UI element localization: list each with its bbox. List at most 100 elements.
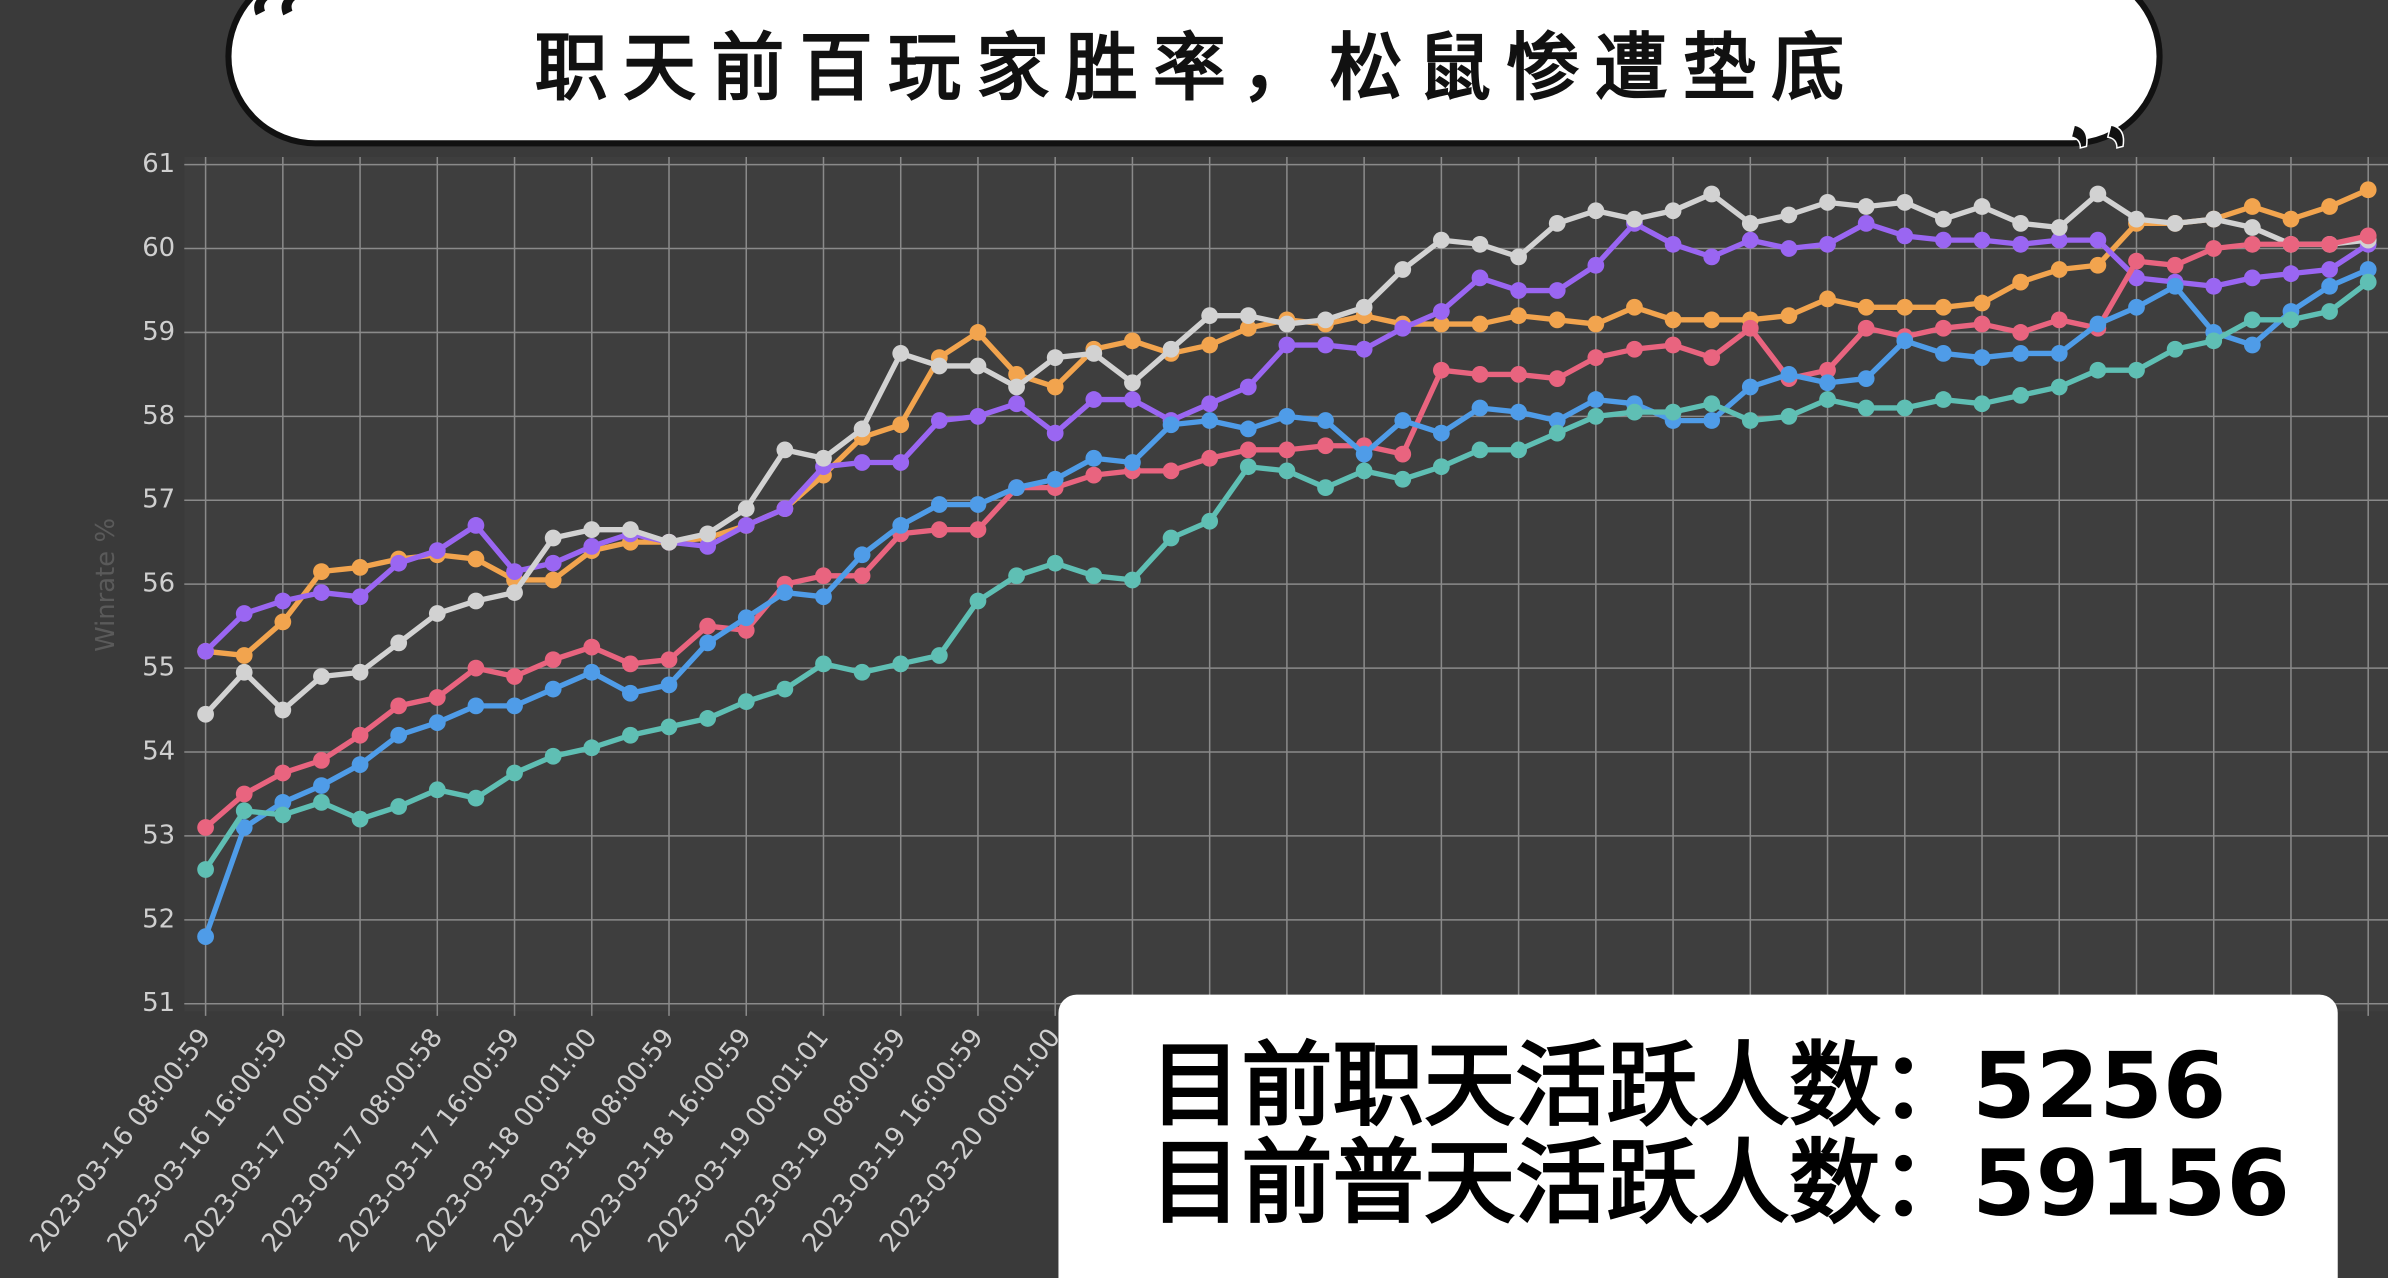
point [1124,454,1141,471]
point [930,521,948,539]
chart-title: 职天前百玩家胜率，松鼠惨遭垫底 [535,26,1860,111]
point [1703,412,1721,429]
point [969,496,987,513]
point [1548,214,1566,232]
point [467,517,485,534]
point [660,718,678,736]
point [853,454,871,471]
point [467,550,485,568]
point [776,680,794,698]
point [1664,403,1682,421]
point [2321,235,2338,253]
point [2282,210,2300,228]
point [2321,261,2338,278]
point [969,592,987,610]
point [2243,235,2261,253]
point [1046,554,1064,572]
point [1896,298,1914,316]
point [1124,571,1141,589]
point [2012,273,2030,291]
point [1124,374,1141,392]
point [1162,529,1180,547]
point [544,571,562,589]
point [622,655,639,673]
point [351,588,369,606]
point [930,357,948,375]
point [390,554,408,572]
point [2282,311,2300,329]
point [737,621,755,639]
point [1587,407,1605,425]
point [737,517,755,534]
point [1973,315,1991,333]
point [1548,282,1566,299]
point [2128,361,2145,379]
point [853,663,871,681]
y-tick-label: 61 [142,149,175,179]
point [1896,399,1914,417]
point [2050,378,2068,396]
point [197,705,214,723]
point [2089,315,2107,333]
point [1548,370,1566,387]
point [815,588,832,606]
point [1278,315,1296,333]
point [2050,311,2068,329]
point [1317,311,1334,329]
point [1780,307,1798,325]
point [892,416,910,434]
point [1819,235,1836,253]
point [1317,336,1334,354]
point [1510,248,1527,266]
point [930,647,948,664]
point [1201,395,1219,413]
point [583,538,601,555]
point [506,697,523,715]
point [1278,441,1296,459]
point [1085,466,1103,484]
point [1703,185,1721,203]
point [313,752,330,769]
point [660,651,678,669]
point [1548,424,1566,442]
point [1626,210,1643,228]
point [428,689,446,706]
point [1201,412,1219,429]
point [2243,219,2261,236]
point [197,642,214,660]
point [1780,407,1798,425]
point [1973,231,1991,249]
point [1626,403,1643,421]
point [2321,277,2338,295]
title-bubble [225,0,2163,147]
info-box [1058,994,2338,1278]
point [622,521,639,539]
point [776,441,794,459]
point [1046,349,1064,366]
point [1935,231,1952,249]
point [2012,386,2030,404]
point [2089,231,2107,249]
point [506,563,523,580]
point [351,756,369,773]
point [1239,319,1257,337]
point [1587,202,1605,220]
point [1085,567,1103,585]
point [892,655,910,673]
point [467,659,485,677]
point [2359,261,2377,278]
point [1278,462,1296,480]
point [660,676,678,694]
point [1935,298,1952,316]
point [1510,307,1527,325]
point [390,798,408,815]
point [583,521,601,539]
point [1085,391,1103,408]
point [2359,181,2377,199]
point [1857,399,1875,417]
point [815,567,832,585]
point [274,613,292,631]
point [1548,311,1566,329]
point [2089,185,2107,203]
